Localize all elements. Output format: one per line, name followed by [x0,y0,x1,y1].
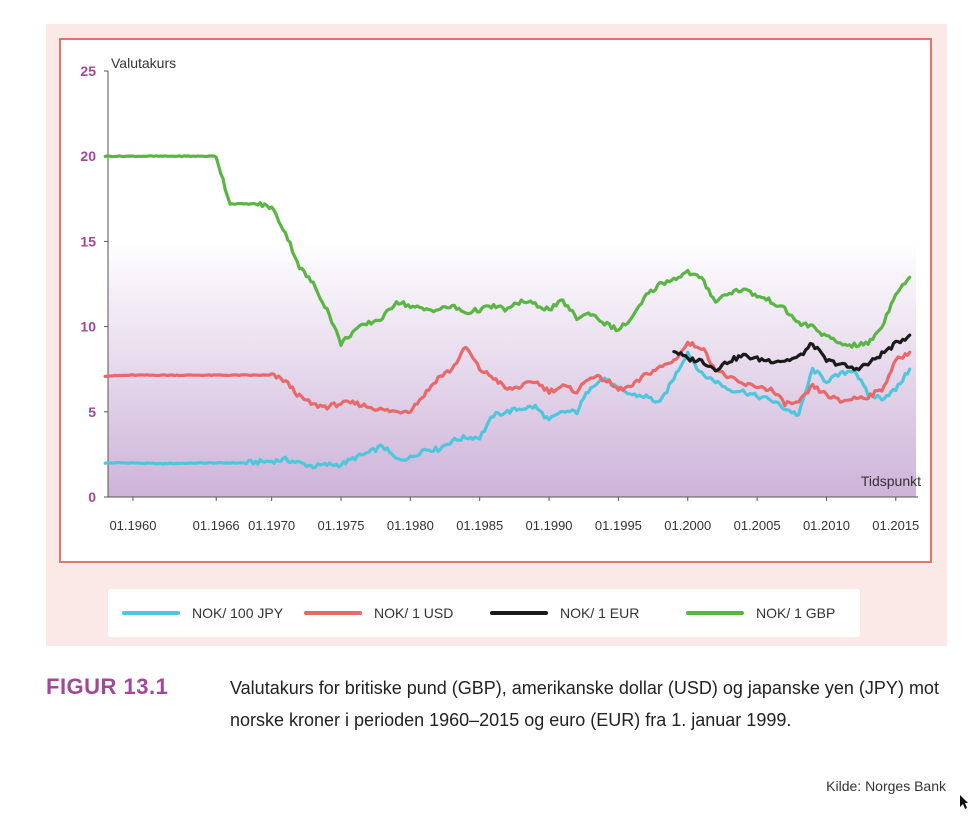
legend: NOK/ 100 JPY NOK/ 1 USD NOK/ 1 EUR NOK/ … [108,589,860,637]
x-axis-label: Tidspunkt [861,473,921,489]
y-tick-label: 15 [80,233,96,249]
series-line-usd [103,340,912,415]
legend-item-eur: NOK/ 1 EUR [490,589,639,637]
x-tick-label: 01.1995 [595,518,642,533]
x-tick-label: 01.1985 [456,518,503,533]
x-tick-label: 01.1960 [109,518,156,533]
x-tick-label: 01.2010 [803,518,850,533]
y-tick-label: 0 [88,489,96,505]
x-tick-label: 01.1970 [248,518,295,533]
legend-label-usd: NOK/ 1 USD [374,605,454,621]
legend-label-gbp: NOK/ 1 GBP [756,605,836,621]
legend-swatch-usd [304,611,362,615]
series-line-gbp [103,154,912,349]
x-tick-label: 01.1990 [526,518,573,533]
mouse-cursor-icon [960,795,968,809]
y-tick-label: 5 [88,404,96,420]
line-chart: 0 5 10 15 20 25 01.1960 01.1966 01.1970 01.1975 01… [80,55,921,533]
x-tick-label: 01.1980 [387,518,434,533]
figure-source: Kilde: Norges Bank [826,778,946,794]
figure-caption: Valutakurs for britiske pund (GBP), amer… [230,678,939,730]
plot-area-background [108,240,916,497]
y-axis-label: Valutakurs [111,55,176,71]
legend-swatch-eur [490,611,548,615]
x-tick-label: 01.1975 [318,518,365,533]
legend-label-eur: NOK/ 1 EUR [560,605,640,621]
y-tick-label: 25 [80,63,96,79]
y-tick-label: 20 [80,148,96,164]
legend-label-jpy: NOK/ 100 JPY [192,605,284,621]
x-tick-label: 01.1966 [193,518,240,533]
legend-item-gbp: NOK/ 1 GBP [686,589,835,637]
figure-label: FIGUR 13.1 [46,674,169,699]
series-line-eur [672,333,912,373]
legend-item-usd: NOK/ 1 USD [304,589,453,637]
x-tick-label: 01.2015 [872,518,919,533]
legend-swatch-gbp [686,611,744,615]
legend-item-jpy: NOK/ 100 JPY [122,589,283,637]
y-tick-label: 10 [80,319,96,335]
series-line-jpy [103,350,912,470]
plot-frame: 0 5 10 15 20 25 01.1960 01.1966 01.1970 01.1975 01… [59,38,932,563]
x-tick-label: 01.2005 [734,518,781,533]
legend-swatch-jpy [122,611,180,615]
x-tick-label: 01.2000 [664,518,711,533]
